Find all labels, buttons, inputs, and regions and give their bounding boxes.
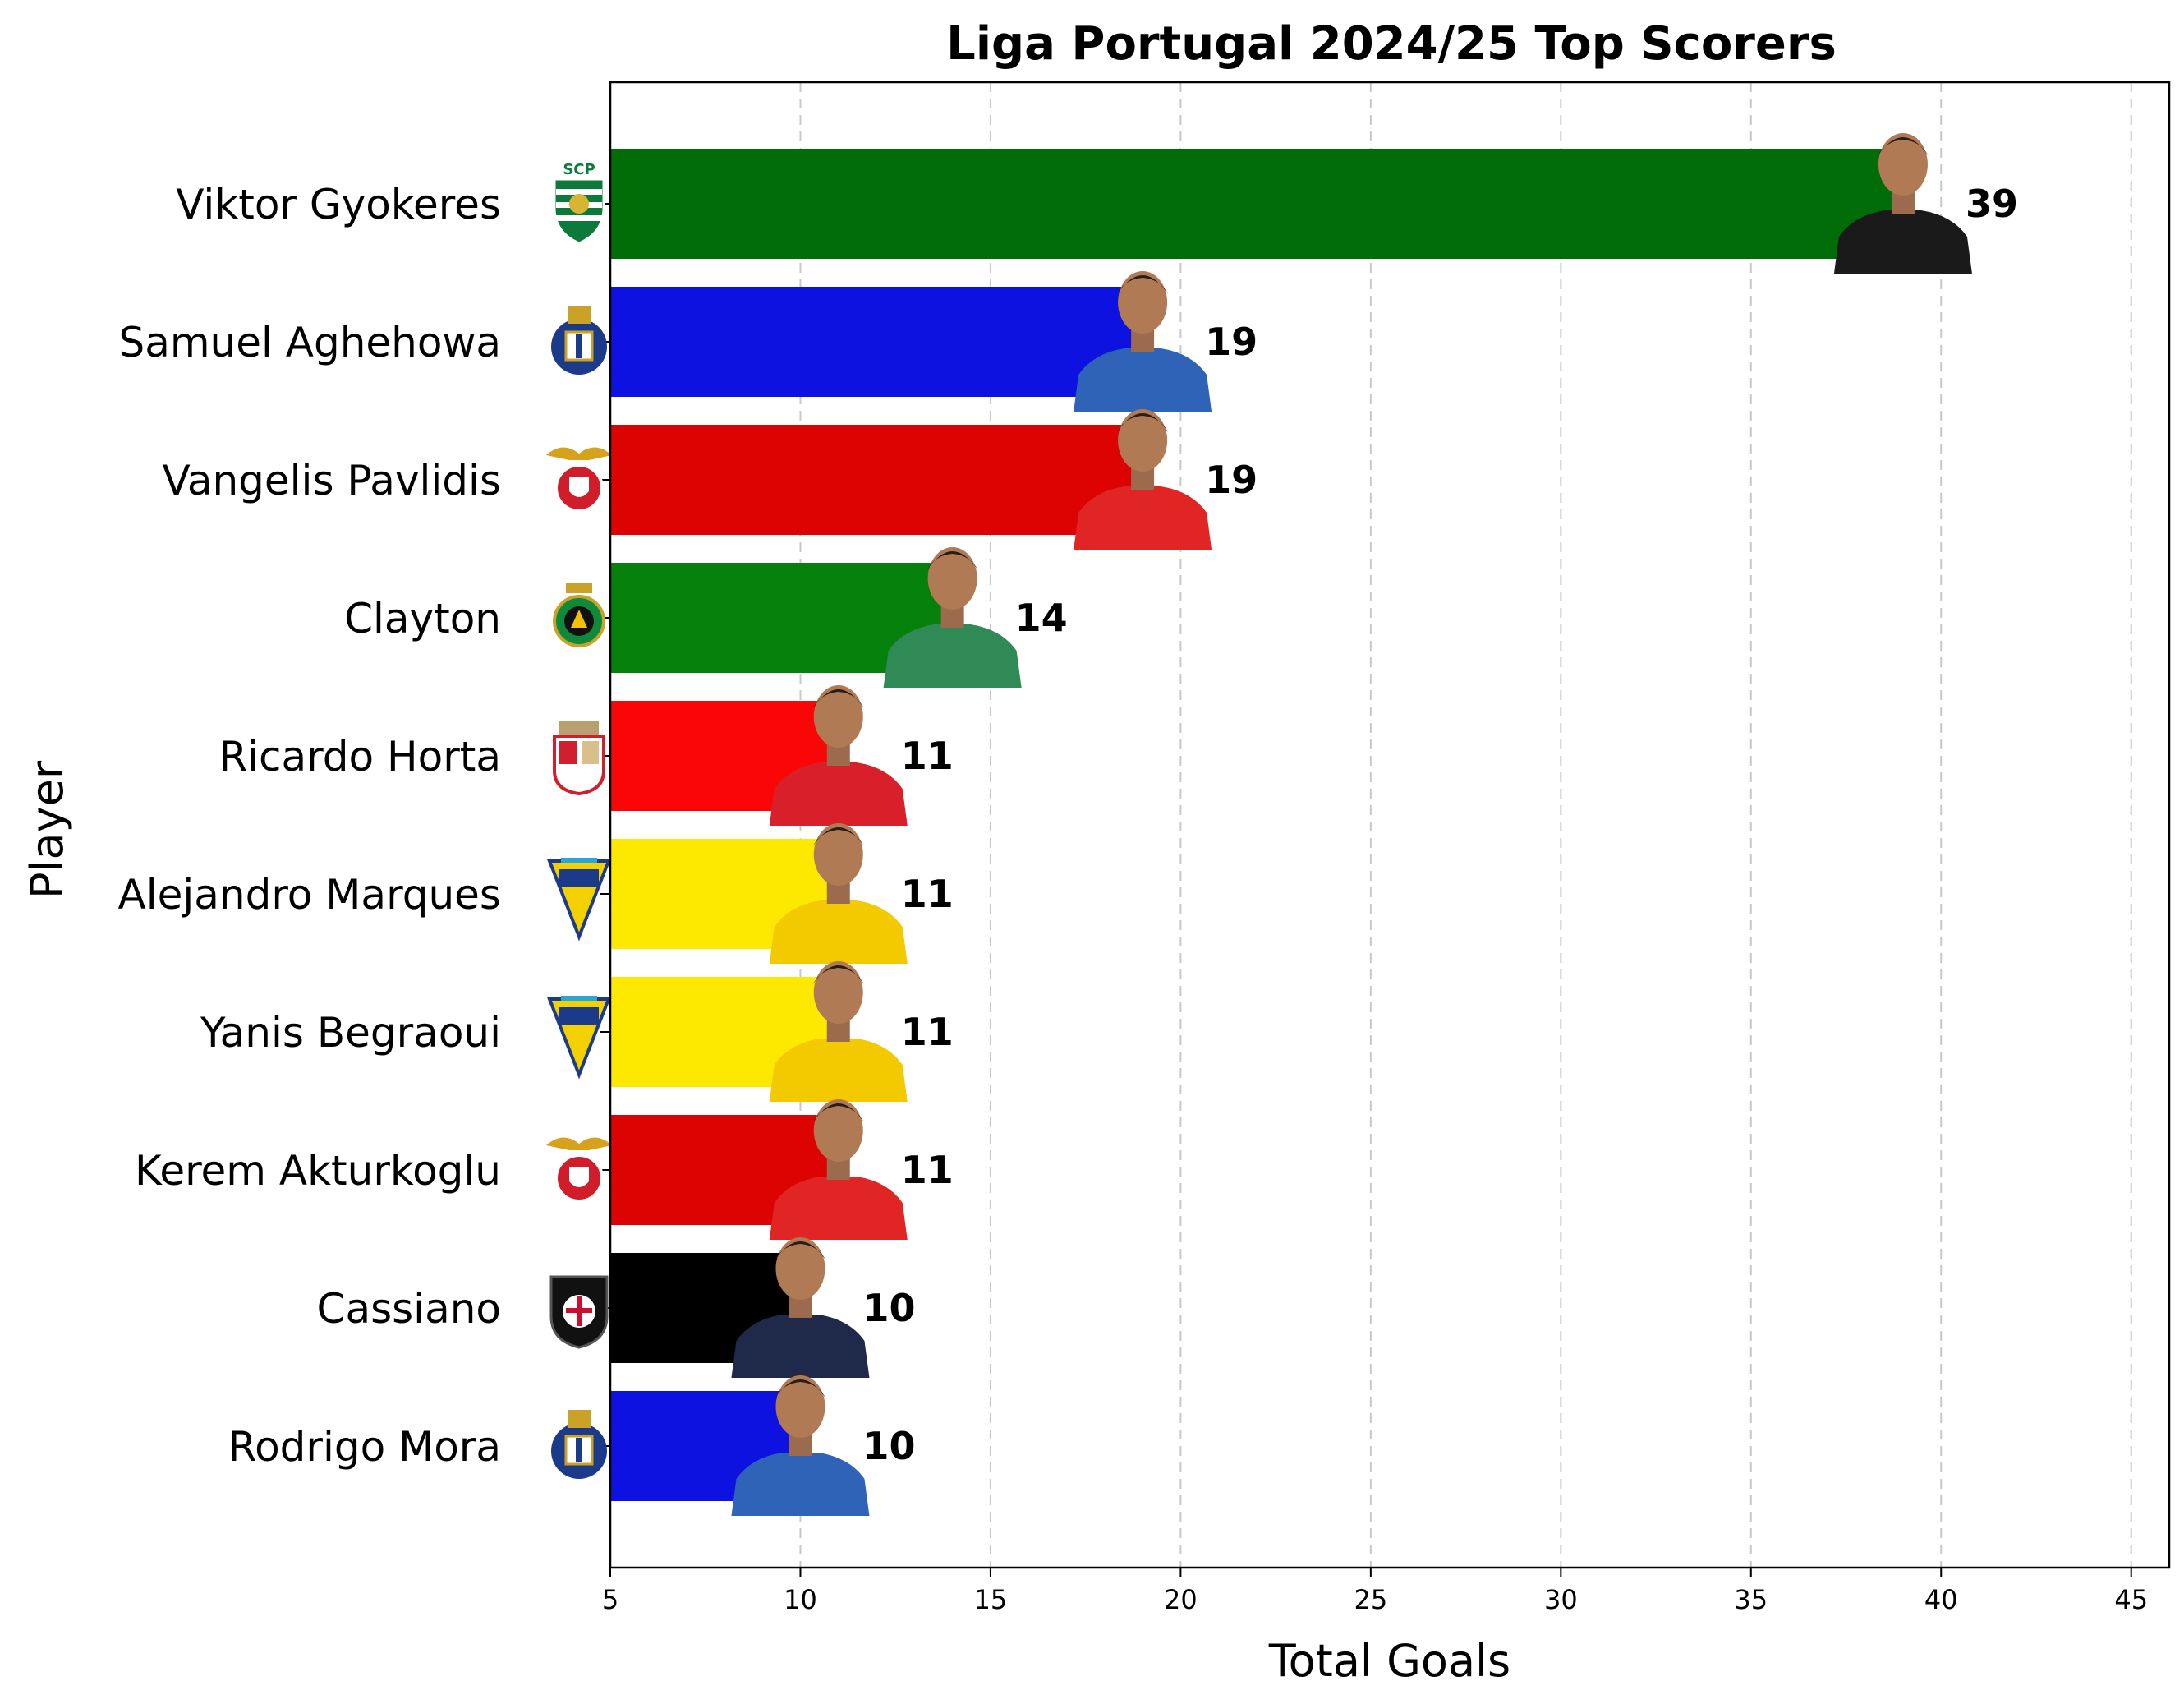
value-label: 11	[901, 734, 954, 778]
y-tick-label: Ricardo Horta	[218, 733, 501, 781]
y-axis-title: Player	[21, 760, 73, 899]
bar	[610, 425, 1143, 535]
value-label: 14	[1015, 596, 1068, 640]
benfica-badge	[546, 447, 612, 513]
y-tick-label: Rodrigo Mora	[228, 1423, 501, 1471]
player-photo	[769, 961, 908, 1102]
y-tick-label: Alejandro Marques	[118, 871, 501, 919]
x-tick-label: 20	[1164, 1584, 1198, 1615]
porto-badge	[551, 306, 607, 375]
player-photo	[1833, 133, 1972, 274]
value-label: 11	[901, 1148, 954, 1192]
x-tick-label: 15	[974, 1584, 1008, 1615]
y-tick-label: Yanis Begraoui	[200, 1009, 501, 1057]
x-axis-title: Total Goals	[1268, 1635, 1510, 1687]
value-label: 19	[1205, 320, 1258, 364]
y-tick-label: Kerem Akturkoglu	[135, 1147, 501, 1195]
player-photos	[731, 133, 1972, 1516]
value-label: 10	[862, 1286, 915, 1330]
x-tick-label: 40	[1924, 1584, 1958, 1615]
y-tick-label: Cassiano	[317, 1285, 501, 1333]
player-photo	[731, 1375, 870, 1516]
value-label: 11	[901, 872, 954, 916]
player-photo	[769, 1099, 908, 1240]
y-tick-label: Samuel Aghehowa	[118, 319, 501, 366]
player-photo	[883, 547, 1022, 688]
x-tick-label: 30	[1544, 1584, 1578, 1615]
svg-text:SCP: SCP	[563, 161, 595, 178]
value-label: 11	[901, 1010, 954, 1054]
estoril-badge	[547, 996, 611, 1080]
value-label: 10	[862, 1424, 915, 1468]
x-tick-label: 35	[1734, 1584, 1768, 1615]
chart-title: Liga Portugal 2024/25 Top Scorers	[946, 17, 1837, 71]
x-tick-label: 25	[1354, 1584, 1387, 1615]
plot-frame	[609, 81, 2171, 1569]
player-photo	[769, 685, 908, 826]
rio-ave-badge	[553, 583, 605, 647]
player-labels: Viktor Gyokeres Samuel Aghehowa Vangelis P…	[118, 181, 610, 1471]
player-photo	[731, 1237, 870, 1378]
porto-badge	[551, 1410, 607, 1479]
bar	[610, 149, 1903, 259]
club-badges: SCP	[546, 161, 612, 1479]
y-tick-label: Clayton	[344, 595, 501, 642]
benfica-badge	[546, 1137, 612, 1203]
value-label: 19	[1205, 458, 1258, 502]
y-tick-label: Viktor Gyokeres	[176, 181, 501, 228]
x-tick-label: 45	[2114, 1584, 2148, 1615]
braga-badge	[553, 721, 605, 796]
x-tick-label: 10	[784, 1584, 817, 1615]
value-label: 39	[1966, 182, 2018, 226]
player-photo	[1074, 271, 1212, 412]
player-photo	[1074, 409, 1212, 550]
player-photo	[769, 823, 908, 964]
estoril-badge	[547, 858, 611, 942]
x-axis-ticks: 5 10 15 20 25 30 35 40 45	[602, 1568, 2148, 1615]
y-tick-label: Vangelis Pavlidis	[163, 457, 501, 504]
value-labels: 39 19 19 14 11 11 11 11 10 10	[862, 182, 2018, 1468]
casa-pia-badge	[549, 1275, 609, 1349]
x-tick-label: 5	[602, 1584, 618, 1615]
sporting-badge: SCP	[553, 161, 605, 245]
bar	[610, 287, 1143, 397]
